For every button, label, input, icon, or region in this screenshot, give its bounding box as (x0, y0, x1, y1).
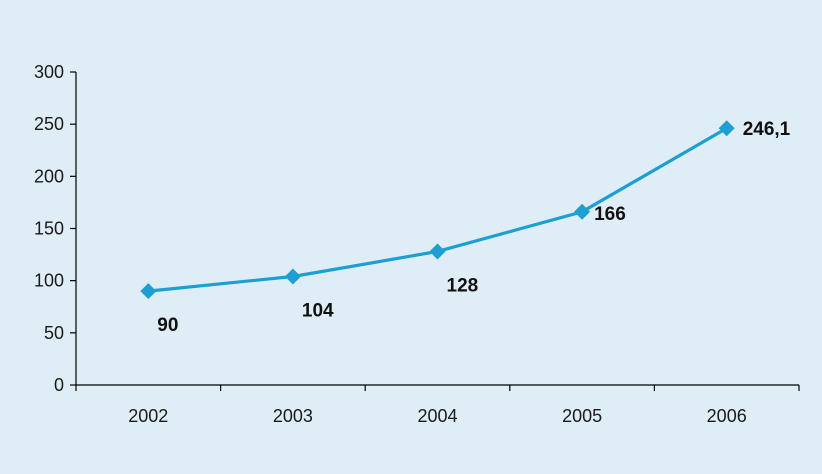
data-label: 246,1 (743, 119, 791, 140)
data-label: 166 (594, 204, 626, 225)
y-tick-label: 50 (44, 323, 64, 343)
data-point (574, 203, 591, 220)
x-tick-label: 2006 (707, 406, 747, 426)
x-tick-label: 2003 (273, 406, 313, 426)
data-label: 128 (447, 275, 479, 296)
data-label: 90 (157, 315, 178, 336)
data-point (140, 283, 157, 300)
y-tick-label: 250 (34, 114, 64, 134)
x-tick-label: 2004 (417, 406, 457, 426)
data-point (284, 268, 301, 285)
y-tick-label: 100 (34, 271, 64, 291)
y-tick-label: 300 (34, 62, 64, 82)
y-tick-label: 0 (54, 375, 64, 395)
data-point (429, 243, 446, 260)
y-tick-label: 200 (34, 166, 64, 186)
series-line (148, 126, 728, 293)
x-tick-label: 2002 (128, 406, 168, 426)
data-point (718, 120, 735, 137)
x-tick-label: 2005 (562, 406, 602, 426)
y-tick-label: 150 (34, 219, 64, 239)
data-label: 104 (302, 300, 334, 321)
